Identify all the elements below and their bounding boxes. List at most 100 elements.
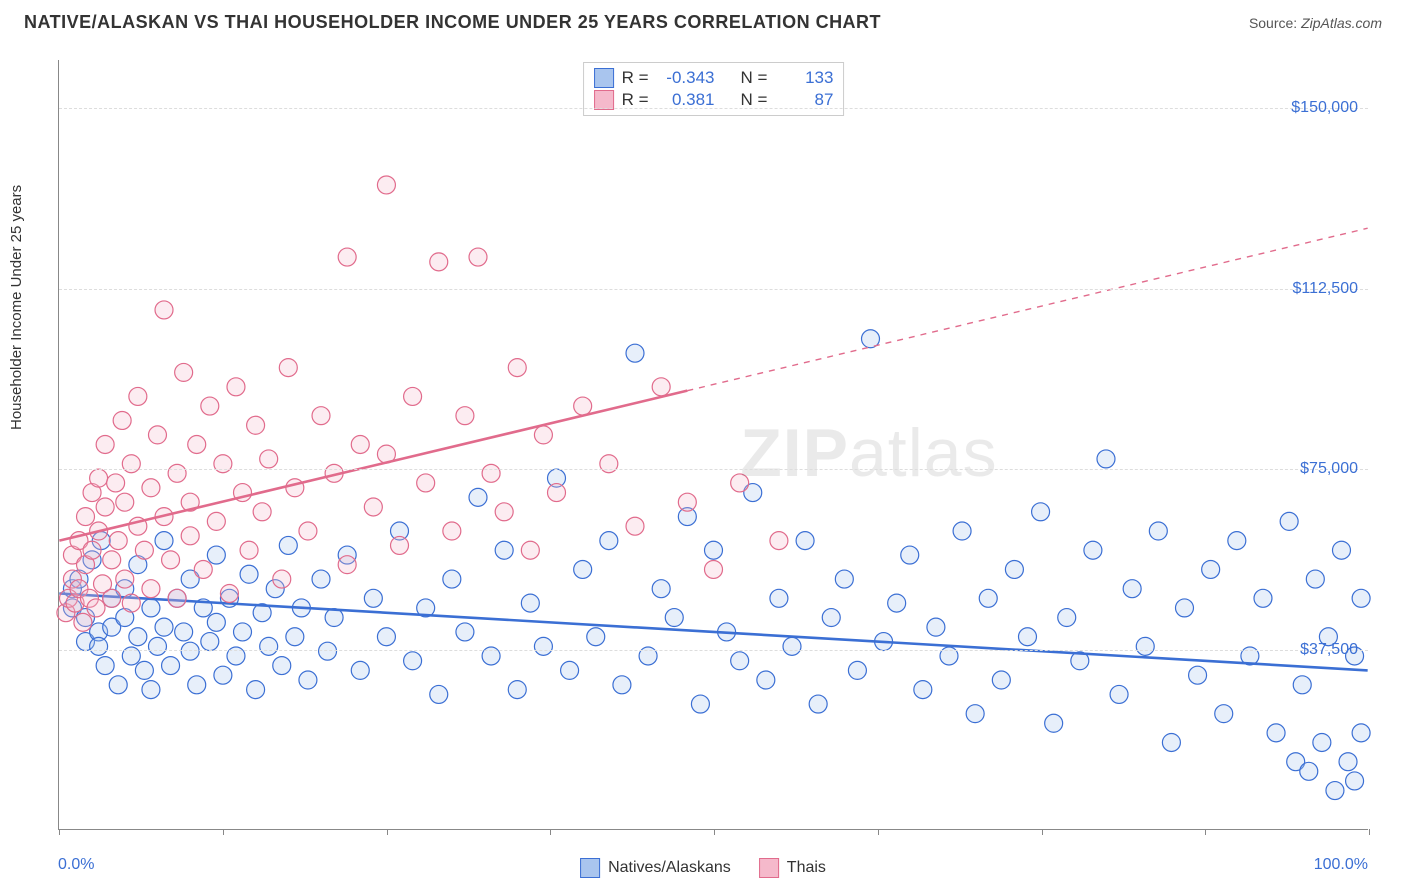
data-point — [521, 541, 539, 559]
data-point — [992, 671, 1010, 689]
data-point — [338, 248, 356, 266]
data-point — [142, 479, 160, 497]
data-point — [796, 532, 814, 550]
source-value: ZipAtlas.com — [1301, 15, 1382, 31]
data-point — [194, 560, 212, 578]
trend-line-dashed — [687, 228, 1367, 390]
data-point — [888, 594, 906, 612]
scatter-svg — [59, 60, 1368, 829]
data-point — [809, 695, 827, 713]
data-point — [1058, 609, 1076, 627]
data-point — [953, 522, 971, 540]
data-point — [113, 411, 131, 429]
chart-plot-area: R =-0.343N =133R =0.381N =87 ZIPatlas $3… — [58, 60, 1368, 830]
trend-line-solid — [59, 391, 687, 541]
data-point — [1175, 599, 1193, 617]
data-point — [835, 570, 853, 588]
data-point — [103, 589, 121, 607]
data-point — [155, 532, 173, 550]
data-point — [96, 436, 114, 454]
stats-swatch — [594, 90, 614, 110]
data-point — [1346, 772, 1364, 790]
r-label: R = — [622, 90, 649, 110]
data-point — [135, 661, 153, 679]
x-tick — [387, 829, 388, 835]
gridline — [59, 108, 1368, 109]
data-point — [155, 618, 173, 636]
data-point — [548, 484, 566, 502]
data-point — [901, 546, 919, 564]
data-point — [286, 628, 304, 646]
data-point — [87, 599, 105, 617]
data-point — [1228, 532, 1246, 550]
data-point — [234, 623, 252, 641]
data-point — [1254, 589, 1272, 607]
data-point — [927, 618, 945, 636]
x-tick — [1205, 829, 1206, 835]
data-point — [1110, 685, 1128, 703]
data-point — [96, 498, 114, 516]
data-point — [508, 681, 526, 699]
data-point — [430, 685, 448, 703]
data-point — [1332, 541, 1350, 559]
data-point — [1136, 637, 1154, 655]
data-point — [299, 522, 317, 540]
data-point — [1280, 512, 1298, 530]
data-point — [574, 397, 592, 415]
data-point — [279, 359, 297, 377]
data-point — [404, 652, 422, 670]
data-point — [705, 541, 723, 559]
data-point — [561, 661, 579, 679]
data-point — [90, 469, 108, 487]
data-point — [1097, 450, 1115, 468]
data-point — [391, 536, 409, 554]
data-point — [247, 416, 265, 434]
data-point — [83, 541, 101, 559]
data-point — [1306, 570, 1324, 588]
data-point — [1300, 762, 1318, 780]
data-point — [168, 589, 186, 607]
data-point — [1326, 782, 1344, 800]
data-point — [469, 248, 487, 266]
data-point — [260, 450, 278, 468]
data-point — [1352, 589, 1370, 607]
legend-bottom: Natives/AlaskansThais — [580, 858, 826, 878]
data-point — [377, 176, 395, 194]
data-point — [456, 623, 474, 641]
data-point — [848, 661, 866, 679]
data-point — [534, 426, 552, 444]
data-point — [1032, 503, 1050, 521]
data-point — [430, 253, 448, 271]
data-point — [175, 623, 193, 641]
data-point — [148, 637, 166, 655]
stats-swatch — [594, 68, 614, 88]
data-point — [142, 580, 160, 598]
x-tick — [1369, 829, 1370, 835]
x-tick — [1042, 829, 1043, 835]
data-point — [260, 637, 278, 655]
data-point — [783, 637, 801, 655]
data-point — [312, 407, 330, 425]
data-point — [148, 426, 166, 444]
data-point — [705, 560, 723, 578]
y-axis-label: Householder Income Under 25 years — [8, 185, 25, 430]
data-point — [207, 613, 225, 631]
x-tick — [223, 829, 224, 835]
data-point — [731, 652, 749, 670]
data-point — [77, 508, 95, 526]
data-point — [253, 503, 271, 521]
data-point — [1293, 676, 1311, 694]
n-label: N = — [741, 68, 768, 88]
data-point — [626, 517, 644, 535]
data-point — [162, 657, 180, 675]
y-tick-label: $112,500 — [1292, 280, 1358, 298]
data-point — [364, 589, 382, 607]
data-point — [1084, 541, 1102, 559]
y-tick-label: $37,500 — [1300, 641, 1358, 659]
data-point — [822, 609, 840, 627]
data-point — [299, 671, 317, 689]
data-point — [135, 541, 153, 559]
data-point — [116, 493, 134, 511]
data-point — [770, 532, 788, 550]
data-point — [469, 488, 487, 506]
